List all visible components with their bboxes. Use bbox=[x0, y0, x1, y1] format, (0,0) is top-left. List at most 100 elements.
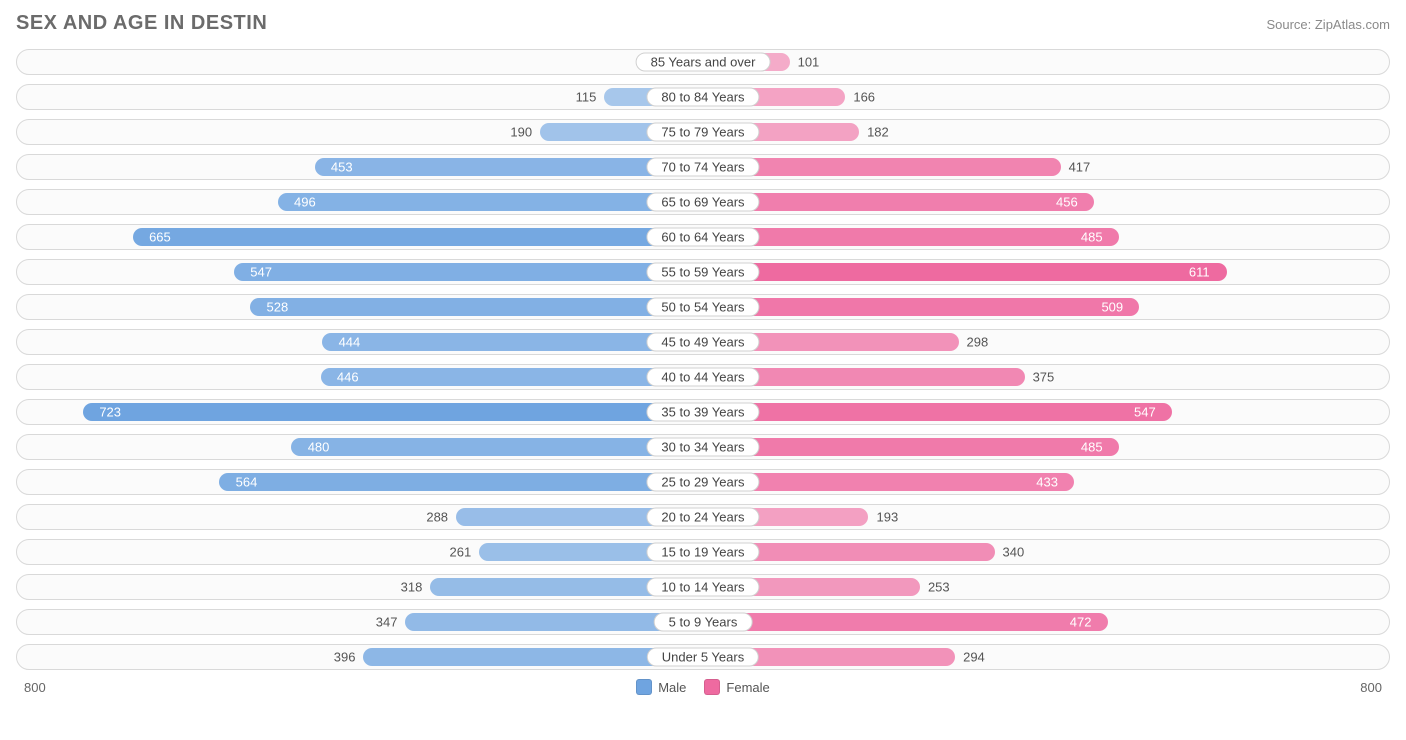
value-female: 298 bbox=[967, 335, 989, 350]
age-row: 444 298 45 to 49 Years bbox=[16, 329, 1390, 355]
age-label: 20 to 24 Years bbox=[646, 508, 759, 527]
chart-header: SEX AND AGE IN DESTIN Source: ZipAtlas.c… bbox=[16, 12, 1390, 35]
age-row: 288 193 20 to 24 Years bbox=[16, 504, 1390, 530]
bar-male bbox=[250, 298, 703, 316]
bar-male bbox=[234, 263, 703, 281]
axis-right-max: 800 bbox=[1360, 680, 1382, 695]
value-female: 485 bbox=[1081, 440, 1103, 455]
chart-title: SEX AND AGE IN DESTIN bbox=[16, 12, 267, 35]
bar-male bbox=[315, 158, 703, 176]
age-row: 396 294 Under 5 Years bbox=[16, 644, 1390, 670]
age-row: 496 456 65 to 69 Years bbox=[16, 189, 1390, 215]
age-label: 70 to 74 Years bbox=[646, 158, 759, 177]
value-male: 547 bbox=[250, 265, 272, 280]
age-row: 480 485 30 to 34 Years bbox=[16, 434, 1390, 460]
value-female: 253 bbox=[928, 580, 950, 595]
age-label: 35 to 39 Years bbox=[646, 403, 759, 422]
bar-female bbox=[703, 298, 1139, 316]
value-female: 456 bbox=[1056, 195, 1078, 210]
value-female: 294 bbox=[963, 650, 985, 665]
value-male: 480 bbox=[308, 440, 330, 455]
age-label: 85 Years and over bbox=[636, 53, 771, 72]
age-row: 528 509 50 to 54 Years bbox=[16, 294, 1390, 320]
age-label: 50 to 54 Years bbox=[646, 298, 759, 317]
value-male: 723 bbox=[99, 405, 121, 420]
bar-female bbox=[703, 228, 1119, 246]
age-label: 25 to 29 Years bbox=[646, 473, 759, 492]
age-label: 30 to 34 Years bbox=[646, 438, 759, 457]
bar-female bbox=[703, 613, 1108, 631]
legend-label-male: Male bbox=[658, 680, 686, 695]
age-label: 65 to 69 Years bbox=[646, 193, 759, 212]
chart-footer: 800 Male Female 800 bbox=[16, 679, 1390, 695]
value-male: 347 bbox=[376, 615, 398, 630]
value-male: 318 bbox=[401, 580, 423, 595]
age-row: 261 340 15 to 19 Years bbox=[16, 539, 1390, 565]
chart-source: Source: ZipAtlas.com bbox=[1266, 17, 1390, 32]
legend: Male Female bbox=[636, 679, 770, 695]
age-row: 347 472 5 to 9 Years bbox=[16, 609, 1390, 635]
age-label: 10 to 14 Years bbox=[646, 578, 759, 597]
value-female: 166 bbox=[853, 90, 875, 105]
bar-male bbox=[278, 193, 703, 211]
age-row: 4510185 Years and over bbox=[16, 49, 1390, 75]
legend-label-female: Female bbox=[726, 680, 769, 695]
value-female: 485 bbox=[1081, 230, 1103, 245]
bar-male bbox=[133, 228, 703, 246]
axis-left-max: 800 bbox=[24, 680, 46, 695]
value-female: 433 bbox=[1036, 475, 1058, 490]
bar-female bbox=[703, 438, 1119, 456]
bar-male bbox=[83, 403, 703, 421]
population-pyramid: 4510185 Years and over11516680 to 84 Yea… bbox=[16, 49, 1390, 670]
value-female: 340 bbox=[1003, 545, 1025, 560]
value-female: 375 bbox=[1033, 370, 1055, 385]
age-row: 564 433 25 to 29 Years bbox=[16, 469, 1390, 495]
age-row: 665 485 60 to 64 Years bbox=[16, 224, 1390, 250]
age-row: 190 182 75 to 79 Years bbox=[16, 119, 1390, 145]
age-label: 75 to 79 Years bbox=[646, 123, 759, 142]
value-female: 547 bbox=[1134, 405, 1156, 420]
value-female: 193 bbox=[876, 510, 898, 525]
value-male: 444 bbox=[339, 335, 361, 350]
value-female: 101 bbox=[798, 55, 820, 70]
age-label: 15 to 19 Years bbox=[646, 543, 759, 562]
age-label: Under 5 Years bbox=[647, 648, 759, 667]
value-male: 496 bbox=[294, 195, 316, 210]
bar-female bbox=[703, 193, 1094, 211]
value-male: 453 bbox=[331, 160, 353, 175]
value-male: 528 bbox=[267, 300, 289, 315]
age-label: 40 to 44 Years bbox=[646, 368, 759, 387]
value-female: 182 bbox=[867, 125, 889, 140]
value-male: 396 bbox=[334, 650, 356, 665]
age-row: 723 547 35 to 39 Years bbox=[16, 399, 1390, 425]
bar-female bbox=[703, 403, 1172, 421]
value-male: 446 bbox=[337, 370, 359, 385]
legend-swatch-male bbox=[636, 679, 652, 695]
value-male: 261 bbox=[450, 545, 472, 560]
age-row: 453 417 70 to 74 Years bbox=[16, 154, 1390, 180]
legend-swatch-female bbox=[704, 679, 720, 695]
age-row: 115 166 80 to 84 Years bbox=[16, 84, 1390, 110]
value-female: 472 bbox=[1070, 615, 1092, 630]
age-row: 547 611 55 to 59 Years bbox=[16, 259, 1390, 285]
age-label: 5 to 9 Years bbox=[654, 613, 753, 632]
value-male: 115 bbox=[576, 90, 597, 105]
age-label: 60 to 64 Years bbox=[646, 228, 759, 247]
legend-male: Male bbox=[636, 679, 686, 695]
age-label: 80 to 84 Years bbox=[646, 88, 759, 107]
age-label: 45 to 49 Years bbox=[646, 333, 759, 352]
value-female: 611 bbox=[1189, 265, 1210, 280]
age-label: 55 to 59 Years bbox=[646, 263, 759, 282]
legend-female: Female bbox=[704, 679, 769, 695]
value-male: 190 bbox=[510, 125, 532, 140]
value-female: 417 bbox=[1069, 160, 1091, 175]
age-row: 446 375 40 to 44 Years bbox=[16, 364, 1390, 390]
value-male: 564 bbox=[236, 475, 258, 490]
bar-female bbox=[703, 263, 1227, 281]
bar-male bbox=[219, 473, 703, 491]
age-row: 318 253 10 to 14 Years bbox=[16, 574, 1390, 600]
value-male: 665 bbox=[149, 230, 171, 245]
value-female: 509 bbox=[1101, 300, 1123, 315]
value-male: 288 bbox=[426, 510, 448, 525]
bar-male bbox=[291, 438, 703, 456]
